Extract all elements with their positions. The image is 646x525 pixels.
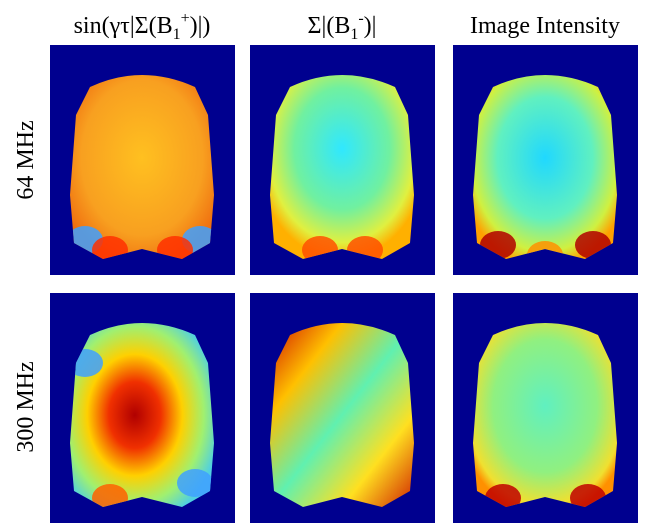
column-header: Image Intensity — [470, 13, 620, 39]
header-text: Image Intensity — [470, 13, 620, 39]
image-panel — [453, 45, 638, 275]
panels — [50, 45, 638, 523]
header-text: )| — [364, 13, 377, 39]
head-map — [270, 75, 414, 259]
header-text: Σ|(B — [308, 13, 351, 39]
header-superscript: + — [181, 10, 190, 27]
column-header: Σ|(B1-)| — [308, 10, 377, 43]
image-panel — [250, 293, 435, 523]
head-map — [473, 323, 617, 507]
header-text: )|) — [190, 13, 211, 39]
header-subscript: 1 — [350, 26, 358, 43]
figure: sin(γτ|Σ(B1+)|) Σ|(B1-)| Image Intensity… — [0, 0, 646, 525]
row-label: 64 MHz — [13, 120, 39, 199]
image-panel — [250, 45, 435, 275]
row-label: 300 MHz — [13, 361, 39, 452]
image-panel — [50, 293, 235, 523]
image-panel — [50, 45, 235, 275]
header-text: sin(γτ|Σ(B — [74, 13, 173, 39]
column-header: sin(γτ|Σ(B1+)|) — [74, 10, 211, 43]
image-panel — [453, 293, 638, 523]
head-map — [270, 323, 414, 507]
header-subscript: 1 — [173, 26, 181, 43]
